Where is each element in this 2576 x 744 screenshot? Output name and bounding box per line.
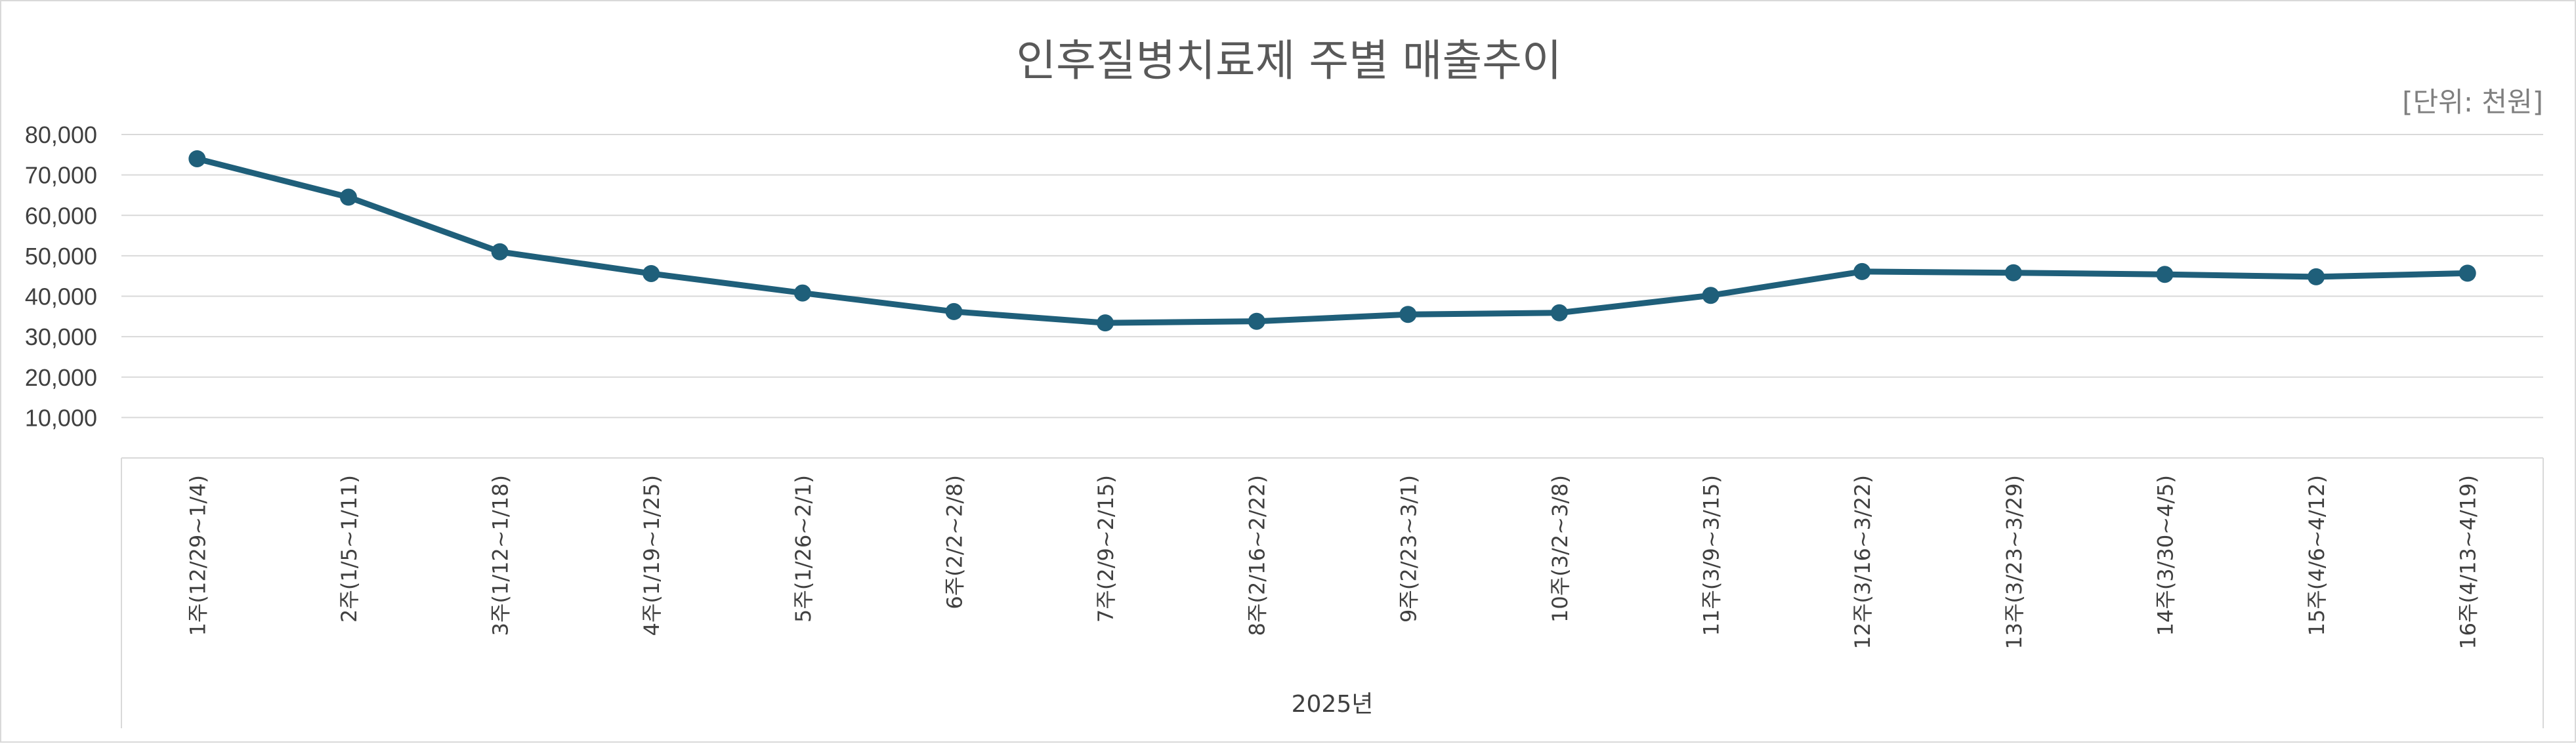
- x-tick-label: 5주(1/26~2/1): [791, 475, 816, 623]
- data-point: [1399, 306, 1417, 323]
- series-layer: [188, 150, 2476, 332]
- y-tick-label: 80,000: [25, 121, 97, 148]
- data-point: [1097, 314, 1114, 332]
- x-tick-label: 6주(2/2~2/8): [942, 475, 967, 610]
- x-tick-label: 1주(12/29~1/4): [185, 475, 210, 636]
- data-point: [1248, 312, 1265, 330]
- data-point: [339, 188, 357, 206]
- data-point: [491, 243, 509, 260]
- x-axis-ticks: 1주(12/29~1/4) 2주(1/5~1/11) 3주(1/12~1/18) 4주…: [185, 475, 2480, 650]
- chart-title: 인후질병치료제 주별 매출추이: [1016, 35, 1561, 86]
- x-tick-label: 2주(1/5~1/11): [337, 475, 362, 623]
- x-tick-label: 3주(1/12~1/18): [488, 475, 513, 636]
- data-point: [793, 284, 811, 302]
- data-point: [1550, 304, 1568, 321]
- data-point: [643, 264, 660, 282]
- x-group-label: 2025년: [1292, 691, 1374, 718]
- x-tick-label: 13주(3/23~3/29): [2002, 475, 2027, 650]
- x-tick-label: 8주(2/16~2/22): [1245, 475, 1270, 636]
- series-line: [194, 155, 2471, 326]
- x-tick-label: 15주(4/6~4/12): [2304, 475, 2329, 636]
- y-tick-label: 20,000: [25, 364, 97, 391]
- data-point: [2004, 264, 2022, 281]
- y-tick-label: 10,000: [25, 404, 97, 431]
- x-tick-label: 7주(2/9~2/15): [1093, 475, 1118, 623]
- y-tick-label: 70,000: [25, 162, 97, 189]
- x-tick-label: 11주(3/9~3/15): [1699, 475, 1724, 636]
- y-tick-label: 60,000: [25, 202, 97, 229]
- x-tick-label: 12주(3/16~3/22): [1850, 475, 1875, 650]
- data-point: [188, 150, 206, 167]
- y-tick-label: 40,000: [25, 283, 97, 310]
- x-tick-label: 4주(1/19~1/25): [639, 475, 664, 636]
- x-tick-label: 9주(2/23~3/1): [1396, 475, 1421, 623]
- x-tick-label: 16주(4/13~4/19): [2456, 475, 2481, 650]
- data-point: [2156, 266, 2174, 283]
- data-point: [2459, 264, 2476, 282]
- y-tick-label: 50,000: [25, 243, 97, 270]
- x-tick-label: 10주(3/2~3/8): [1548, 475, 1573, 623]
- x-tick-label: 14주(3/30~4/5): [2153, 475, 2178, 636]
- data-point: [2308, 268, 2325, 285]
- axis-lines: [121, 457, 2544, 728]
- data-point: [945, 302, 963, 320]
- data-point: [1702, 287, 1720, 304]
- y-tick-label: 30,000: [25, 323, 97, 350]
- unit-label: [단위: 천원]: [2402, 86, 2543, 118]
- data-point: [1853, 262, 1871, 280]
- y-axis-ticks: 10,000 20,000 30,000 40,000 50,000 60,000 70,0…: [25, 121, 97, 431]
